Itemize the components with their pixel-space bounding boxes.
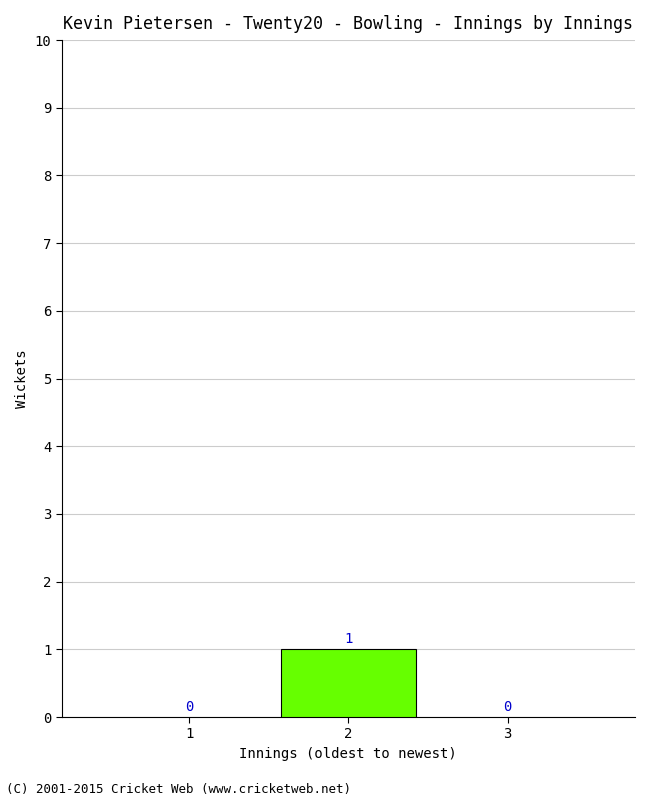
Text: 0: 0 [503,700,512,714]
Bar [281,650,416,717]
Title: Kevin Pietersen - Twenty20 - Bowling - Innings by Innings: Kevin Pietersen - Twenty20 - Bowling - I… [63,15,633,33]
Text: (C) 2001-2015 Cricket Web (www.cricketweb.net): (C) 2001-2015 Cricket Web (www.cricketwe… [6,783,352,796]
X-axis label: Innings (oldest to newest): Innings (oldest to newest) [239,747,457,761]
Y-axis label: Wickets: Wickets [15,350,29,408]
Text: 0: 0 [185,700,193,714]
Text: 1: 1 [344,632,352,646]
